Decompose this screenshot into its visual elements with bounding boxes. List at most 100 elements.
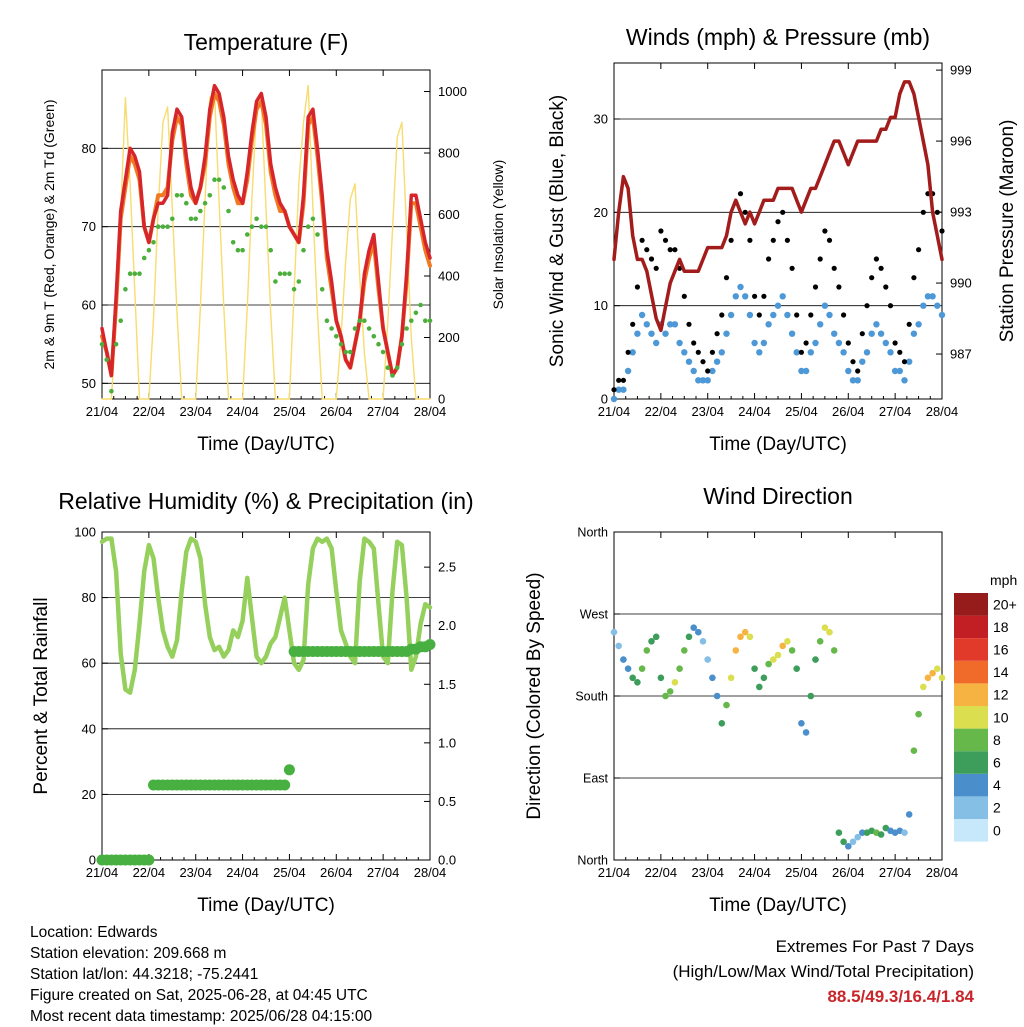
gust-point (700, 359, 706, 365)
gust-point (667, 247, 673, 253)
gust-point (756, 312, 762, 318)
wind-point (718, 349, 725, 356)
direction-point (620, 656, 627, 663)
direction-point (854, 833, 861, 841)
x-tick-label: 21/04 (598, 865, 631, 880)
dewpoint-point (324, 318, 330, 324)
dewpoint-point (259, 224, 264, 229)
wind-point (667, 321, 674, 328)
y-tick-label: North (577, 854, 608, 868)
wind-point (671, 321, 679, 328)
wind-point (835, 339, 843, 347)
x-tick-label: 26/04 (832, 865, 865, 880)
station-info: Location: Edwards Station elevation: 209… (30, 922, 372, 1027)
direction-point (934, 665, 941, 672)
x-tick-label: 25/04 (785, 865, 818, 880)
wind-point (760, 339, 768, 347)
precip-point (424, 639, 436, 650)
direction-point (905, 811, 913, 818)
gust-point (775, 219, 781, 225)
wind-point (643, 321, 650, 328)
dewpoint-point (315, 232, 320, 237)
direction-point (821, 624, 829, 631)
rh-line (99, 536, 433, 695)
dewpoint-point (184, 200, 189, 206)
direction-point (629, 674, 636, 682)
gust-point (855, 368, 861, 374)
speed-legend: mph 0 2 4 6 8 10 12 14 16 18 20+ (954, 572, 1017, 842)
wind-point (807, 349, 814, 356)
legend-swatch (954, 660, 988, 684)
y2-tick-label: 1000 (438, 84, 467, 99)
dewpoint-point (118, 318, 123, 324)
wind-point (873, 321, 880, 328)
legend-swatch (954, 728, 988, 752)
wind-point (751, 339, 758, 347)
wind-point (779, 293, 786, 300)
dewpoint-point (240, 247, 245, 253)
gust-point (752, 293, 758, 299)
gust-point (705, 368, 711, 374)
chart-title: Relative Humidity (%) & Precipitation (i… (58, 488, 473, 514)
wind-point (788, 330, 796, 337)
x-tick-label: 24/04 (738, 865, 771, 880)
legend-label: 6 (993, 755, 1001, 771)
dewpoint-point (193, 216, 198, 222)
wind-point (868, 330, 875, 337)
y-tick-label: 80 (82, 590, 96, 605)
x-tick-label: 27/04 (879, 404, 912, 419)
wind-point (915, 321, 922, 328)
winds-panel: Winds (mph) & Pressure (mb) 21/04 22/04 23/… (547, 24, 1018, 455)
legend-swatch (954, 706, 988, 729)
x-tick-label: 27/04 (367, 865, 400, 880)
gust-point (845, 340, 851, 346)
direction-point (709, 674, 716, 682)
wind-point (690, 367, 697, 375)
dewpoint-point (179, 193, 184, 198)
direction-point (727, 674, 735, 682)
direction-point (666, 688, 674, 695)
gust-point (672, 247, 678, 253)
wind-point (713, 358, 721, 365)
y2-tick-label: 2.5 (438, 560, 456, 575)
dewpoint-point (366, 326, 372, 331)
direction-point (807, 692, 815, 700)
gust-point (831, 265, 837, 271)
wind-point (906, 358, 913, 365)
gust-point (691, 340, 697, 346)
direction-point (798, 720, 805, 727)
direction-point (615, 642, 622, 650)
gust-point (836, 284, 842, 290)
dewpoint-point (409, 318, 414, 324)
temperature-panel: Temperature (F) 21/04 22/04 23/04 24/04 25/04… (41, 29, 506, 455)
wind-point (610, 395, 618, 403)
y2-tick-label: 993 (950, 205, 972, 220)
gust-point (939, 228, 945, 234)
chart-title: Wind Direction (703, 483, 853, 509)
direction-point (634, 679, 641, 686)
gust-point (817, 256, 823, 262)
y-axis-label: Direction (Colored By Speed) (524, 572, 545, 819)
wind-point (732, 293, 739, 300)
x-tick-label: 27/04 (367, 404, 400, 419)
y-tick-label: 60 (82, 656, 96, 671)
gust-point (794, 312, 800, 318)
legend-swatch (954, 638, 988, 661)
direction-point (845, 843, 852, 850)
legend-label: 10 (993, 709, 1009, 725)
gust-point (869, 275, 875, 281)
temp-2m-line (100, 83, 432, 378)
precip-point (283, 764, 295, 776)
legend-label: 0 (993, 822, 1001, 838)
wind-point (920, 302, 927, 309)
x-tick-label: 21/04 (86, 865, 119, 880)
legend-label: 12 (993, 687, 1009, 703)
direction-panel: Wind Direction 21/04 22/04 23/04 24/04 25/04 2… (524, 483, 958, 916)
y-axis-label: Percent & Total Rainfall (31, 597, 52, 794)
direction-point (723, 701, 730, 709)
chart-title: Winds (mph) & Pressure (mb) (626, 24, 930, 50)
y-tick-label: West (580, 608, 609, 622)
dewpoint-point (188, 216, 194, 222)
direction-point (657, 674, 665, 682)
wind-point (802, 367, 810, 375)
